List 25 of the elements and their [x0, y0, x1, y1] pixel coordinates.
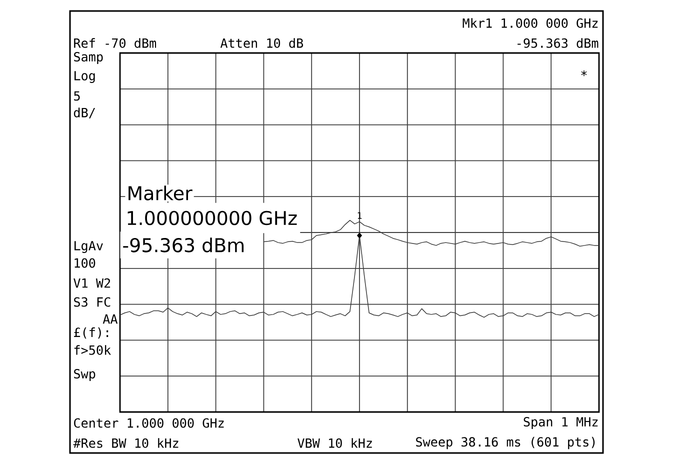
text: Log — [74, 71, 95, 83]
text: Sweep 38.16 ms (601 pts) — [416, 436, 595, 450]
text: Atten 10 dB — [220, 38, 304, 48]
text: £(f): — [74, 327, 108, 339]
text: 5 — [74, 91, 80, 101]
text: Marker — [128, 186, 192, 200]
annotation: 1.000000000 GHz — [128, 210, 297, 226]
text: LgAv — [74, 241, 103, 253]
text: VBW 10 kHz — [298, 438, 372, 448]
text: -95.363 dBm — [518, 38, 598, 48]
text: Samp — [74, 52, 103, 64]
text: Swp — [74, 369, 96, 381]
text: dB/ — [74, 108, 96, 118]
text: AA — [102, 314, 118, 324]
text: V1 W2 — [74, 278, 110, 288]
text: #Res BW 10 kHz — [73, 438, 178, 448]
text: 100 — [74, 258, 96, 268]
text: S3 FC — [74, 297, 110, 307]
text: Mkr1 1.000 000 GHz — [462, 18, 598, 28]
annotation: -95.363 dBm — [123, 238, 244, 252]
text: Center 1.000 000 GHz — [74, 418, 224, 428]
text: f>50k — [74, 345, 111, 355]
text: * — [581, 70, 587, 76]
text: Ref -70 dBm — [74, 38, 156, 48]
text: Span 1 MHz — [524, 417, 598, 429]
